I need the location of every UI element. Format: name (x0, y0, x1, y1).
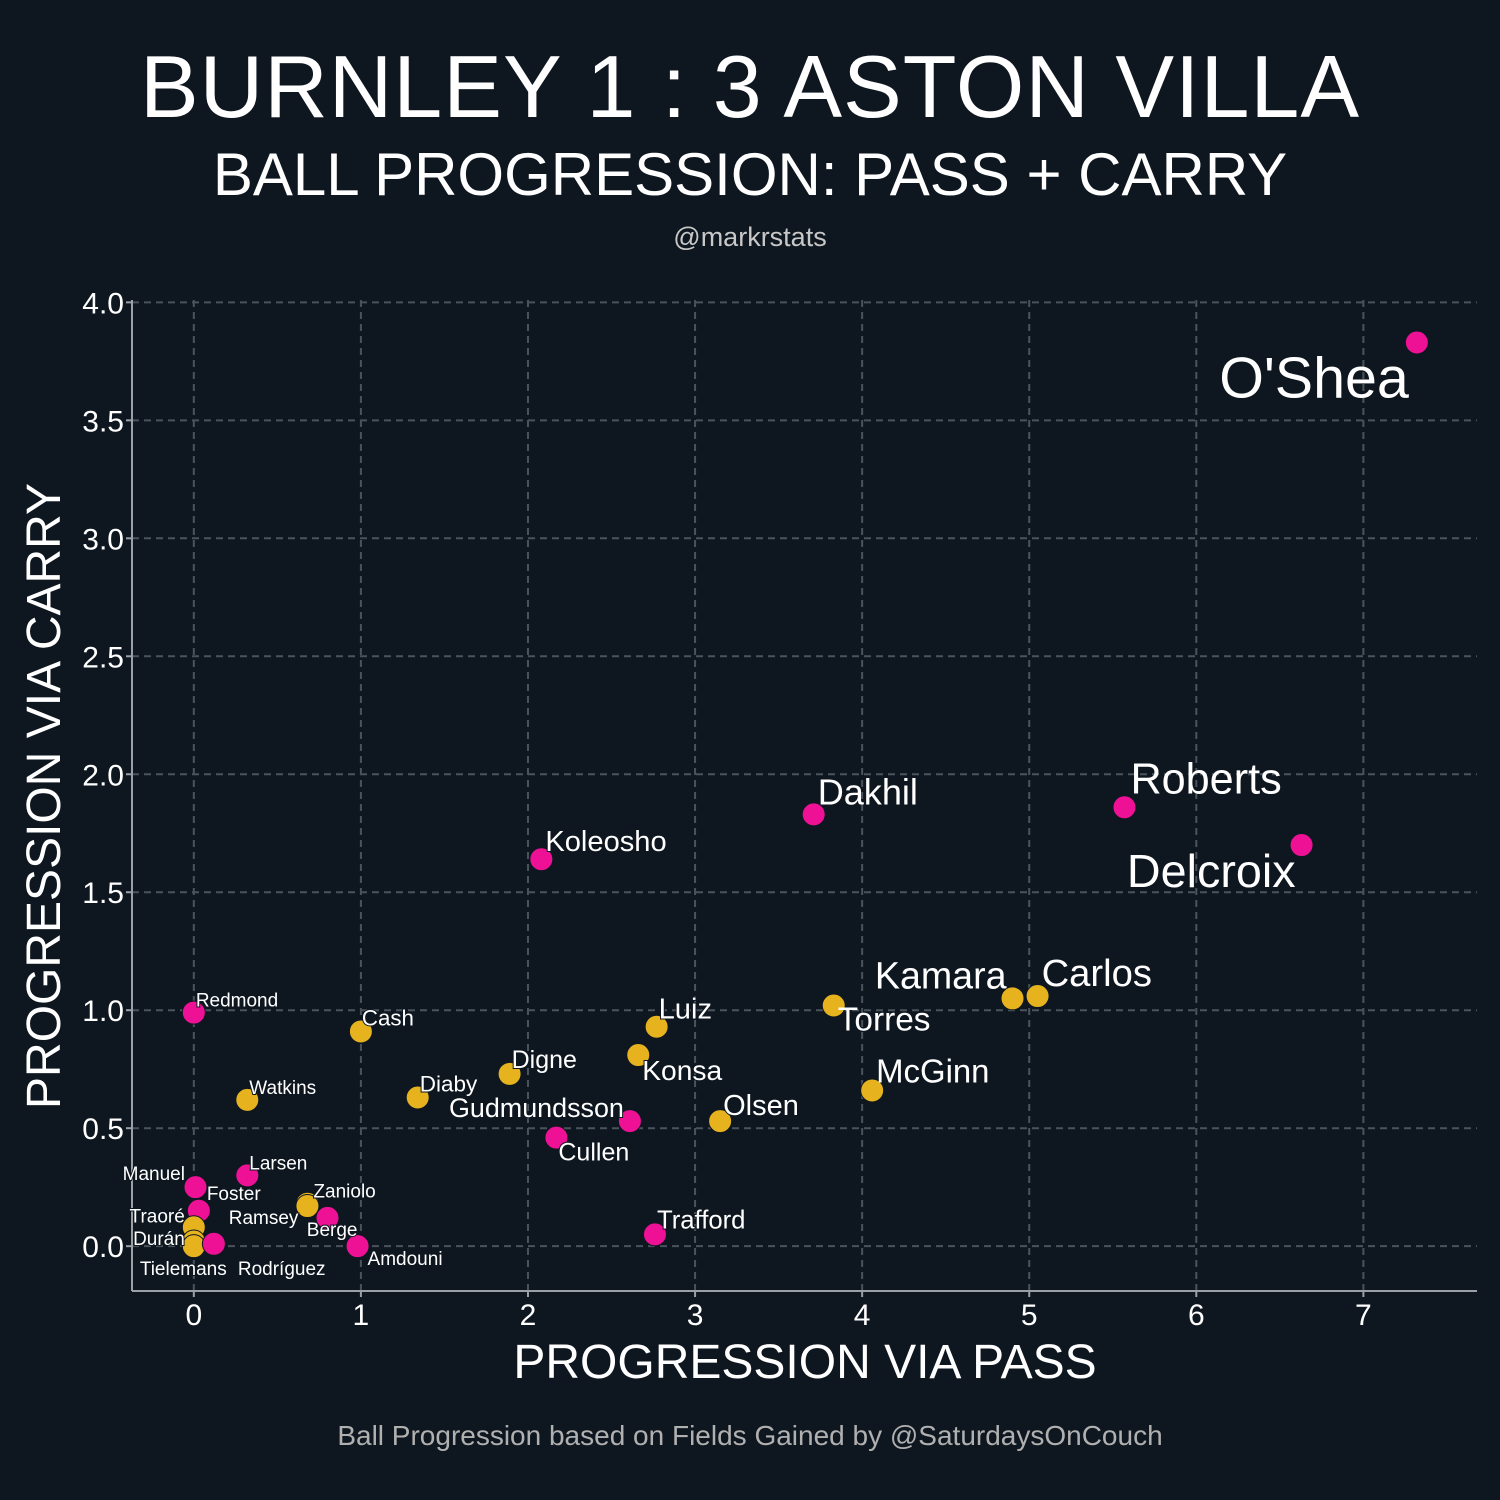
point-label: Durán (133, 1229, 185, 1250)
data-labels: O'Shea Delcroix Roberts Dakhil Koleosho Carlo… (122, 346, 1409, 1281)
point-label: Manuel (123, 1164, 185, 1185)
y-tick-label: 2.0 (82, 759, 124, 792)
data-point (544, 1125, 569, 1150)
data-point (860, 1078, 885, 1103)
data-points (181, 330, 1429, 1259)
point-label: Delcroix (1127, 845, 1296, 897)
data-point (235, 1087, 260, 1112)
data-point (1112, 795, 1137, 820)
data-point (348, 1019, 373, 1044)
point-label: Konsa (642, 1054, 722, 1086)
data-point (801, 802, 826, 827)
x-tick-label: 6 (1188, 1299, 1205, 1332)
y-tick-label: 2.5 (82, 641, 124, 674)
data-point (617, 1109, 642, 1134)
data-point (529, 847, 554, 872)
data-point (201, 1231, 226, 1256)
x-tick-label: 7 (1355, 1299, 1372, 1332)
point-label: Cash (362, 1005, 414, 1030)
y-tick-label: 1.0 (82, 995, 124, 1028)
point-label: Rodríguez (238, 1259, 326, 1280)
point-label: O'Shea (1219, 346, 1409, 410)
point-label: Berge (307, 1220, 358, 1241)
data-point (644, 1014, 669, 1039)
footer-credit: Ball Progression based on Fields Gained … (337, 1420, 1163, 1451)
chart-title: BURNLEY 1 : 3 ASTON VILLA (139, 37, 1361, 136)
data-point (181, 1000, 206, 1025)
point-label: Cullen (558, 1139, 629, 1167)
point-label: Traoré (130, 1206, 185, 1227)
data-point (821, 993, 846, 1018)
data-point (1000, 986, 1025, 1011)
point-label: Kamara (875, 954, 1007, 996)
point-label: Digne (512, 1046, 577, 1074)
data-point (1289, 833, 1314, 858)
x-tick-label: 5 (1021, 1299, 1038, 1332)
point-label: Foster (207, 1184, 262, 1205)
data-point (1025, 984, 1050, 1009)
point-label: Amdouni (368, 1249, 443, 1270)
y-axis-label: PROGRESSION VIA CARRY (18, 483, 71, 1109)
data-point (183, 1175, 208, 1200)
data-point (708, 1109, 733, 1134)
point-label: Zaniolo (313, 1182, 375, 1203)
point-label: Tielemans (140, 1259, 227, 1280)
point-label: Redmond (196, 991, 278, 1012)
data-point (497, 1061, 522, 1086)
y-tick-label: 0.0 (82, 1231, 124, 1264)
point-label: Diaby (420, 1072, 478, 1097)
x-tick-label: 0 (185, 1299, 202, 1332)
point-label: Watkins (249, 1078, 316, 1099)
data-point (626, 1043, 651, 1068)
chart-subtitle: BALL PROGRESSION: PASS + CARRY (212, 141, 1288, 208)
x-tick-label: 2 (520, 1299, 537, 1332)
author-handle: @markrstats (673, 222, 827, 252)
point-label: Carlos (1042, 952, 1152, 995)
point-label: Trafford (657, 1206, 746, 1234)
data-point (642, 1222, 667, 1247)
data-point (345, 1234, 370, 1259)
point-label: Gudmundsson (449, 1093, 624, 1123)
point-label: Ramsey (229, 1208, 299, 1229)
data-point (295, 1194, 320, 1219)
data-point (181, 1234, 206, 1259)
point-label: Larsen (249, 1153, 307, 1174)
point-label: Dakhil (818, 771, 918, 812)
x-tick-label: 1 (353, 1299, 370, 1332)
data-point (315, 1205, 340, 1230)
x-tick-label: 3 (687, 1299, 704, 1332)
x-axis-label: PROGRESSION VIA PASS (513, 1336, 1096, 1389)
point-label: McGinn (876, 1052, 989, 1089)
point-label: Luiz (659, 994, 712, 1026)
point-label: Torres (838, 1001, 931, 1038)
y-tick-label: 3.5 (82, 405, 124, 438)
data-point (1404, 330, 1429, 355)
x-tick-label: 4 (854, 1299, 871, 1332)
y-tick-label: 1.5 (82, 877, 124, 910)
axes: 0 1 2 3 4 5 6 7 0.0 0.5 1.0 1.5 2.0 2.5 3.0 3.5 4.0 (82, 287, 1477, 1332)
point-label: Koleosho (545, 826, 666, 858)
y-tick-label: 0.5 (82, 1113, 124, 1146)
grid (132, 300, 1477, 1291)
y-tick-label: 3.0 (82, 523, 124, 556)
y-tick-label: 4.0 (82, 287, 124, 320)
point-label: Roberts (1130, 755, 1281, 803)
data-point (235, 1163, 260, 1188)
point-label: Olsen (723, 1090, 799, 1122)
data-point (405, 1085, 430, 1110)
